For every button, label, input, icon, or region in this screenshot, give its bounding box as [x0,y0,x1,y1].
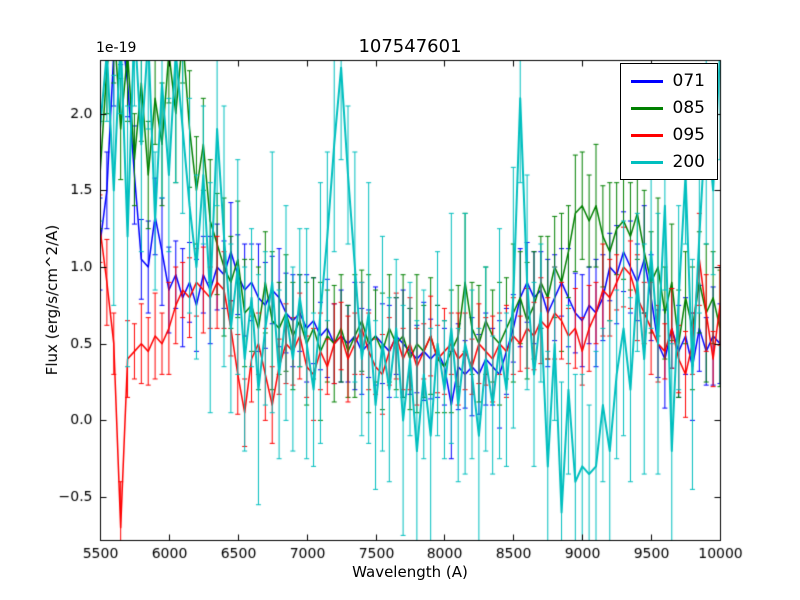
legend-label: 200 [672,152,705,172]
legend-line-swatch [630,79,663,83]
legend-item: 085 [630,98,705,118]
legend-line-swatch [630,133,663,137]
legend-item: 200 [630,152,705,172]
y-axis-offset-text: 1e-19 [96,40,137,56]
legend-item: 095 [630,125,705,145]
legend-item: 071 [630,71,705,91]
legend: 071 085 095 200 [619,63,718,180]
plot-title: 107547601 [358,36,462,57]
legend-line-swatch [630,160,663,164]
legend-label: 071 [672,71,705,91]
x-axis-label: Wavelength (A) [352,563,468,581]
y-axis-label: Flux (erg/s/cm^2/A) [43,224,61,376]
legend-label: 095 [672,125,705,145]
legend-line-swatch [630,106,663,110]
legend-label: 085 [672,98,705,118]
